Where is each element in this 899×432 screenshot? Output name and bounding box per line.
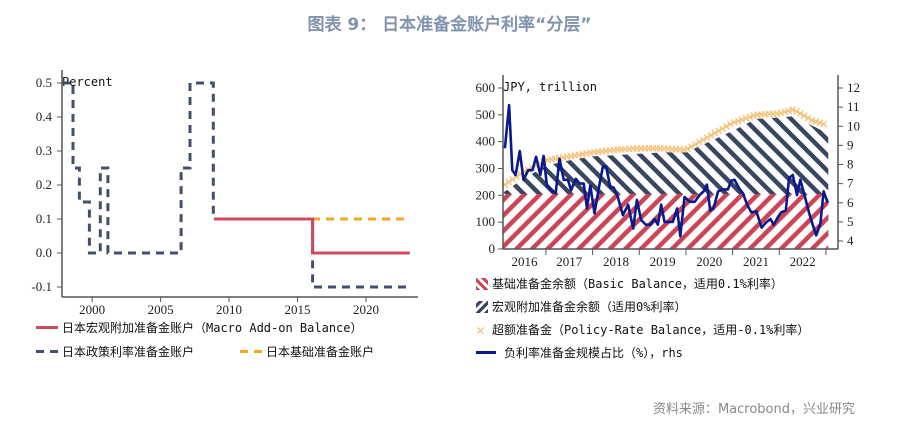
policy-rate-balance-marker	[699, 136, 707, 144]
policy-rate-balance-marker	[723, 122, 730, 130]
policy-rate-balance-marker	[711, 129, 719, 137]
legend-swatch-dashed-navy	[36, 350, 58, 353]
y-tick-label-right: 4	[847, 233, 854, 248]
x-tick-label: 2016	[511, 254, 538, 269]
policy-rate-balance-marker	[505, 178, 513, 186]
figure-title: 图表 9： 日本准备金账户利率“分层”	[307, 15, 592, 35]
legend-item-basic-balance: 基础准备金余额（Basic Balance，适用0.1%利率）	[476, 275, 783, 292]
y-tick-label-right: 11	[847, 99, 860, 114]
policy-rate-balance-marker	[781, 108, 789, 116]
legend-item-negative-share: 负利率准备金规模占比（%），rhs	[476, 344, 683, 361]
x-tick-label: 2018	[603, 254, 629, 269]
y-tick-label-right: 12	[847, 80, 860, 95]
y-tick-label-right: 7	[847, 176, 854, 191]
y-tick-label-left: 600	[476, 80, 496, 95]
legend-label: 宏观附加准备金余额（适用0%利率）	[492, 300, 687, 314]
y-axis-unit-label: Percent	[62, 75, 113, 89]
policy-rate-balance-marker	[707, 131, 715, 139]
legend-label: 日本政策利率准备金账户	[62, 345, 195, 359]
y-tick-label-right: 8	[847, 157, 854, 172]
negative-rate-share-line	[503, 103, 830, 238]
policy-rate-balance-marker	[777, 109, 785, 117]
legend-item-basic: 日本基础准备金账户	[240, 343, 374, 360]
y-tick-label: 0.0	[36, 245, 52, 260]
left-chart: 0.5 0.4 0.3 0.2 0.1 0.0 -0.1 2000 2005 2010 2015 20…	[31, 70, 418, 317]
y-tick-label-right: 6	[847, 195, 854, 210]
legend-label: 日本宏观附加准备金账户（Macro Add-on Balance）	[62, 321, 363, 335]
x-tick-label: 2019	[650, 254, 676, 269]
y-tick-label: -0.1	[31, 279, 52, 294]
policy-rate-balance-marker	[719, 125, 727, 133]
y-tick-label: 0.5	[36, 75, 52, 90]
legend-swatch-hatch-red	[476, 277, 488, 290]
y-tick-label-left: 400	[476, 134, 496, 149]
policy-rate-balance-marker	[808, 116, 816, 124]
policy-rate-balance-marker	[509, 175, 517, 183]
x-tick-label: 2010	[216, 302, 242, 317]
policy-rate-balance-marker	[715, 127, 723, 135]
policy-rate-balance-marker	[792, 107, 800, 115]
x-tick-label: 2005	[148, 302, 174, 317]
legend-label: 日本基础准备金账户	[266, 345, 375, 359]
legend-swatch-hatch-navy	[476, 300, 488, 313]
policy-rate-balance-marker	[812, 118, 820, 125]
series-line-1	[62, 81, 410, 289]
policy-rate-balance-marker	[816, 119, 824, 127]
legend-item-policy-rate: 日本政策利率准备金账户	[36, 343, 194, 360]
policy-rate-balance-line	[502, 108, 829, 187]
legend-label: 负利率准备金规模占比（%），rhs	[504, 346, 683, 360]
policy-rate-balance-marker	[688, 143, 695, 150]
x-tick-label: 2017	[556, 254, 583, 269]
series-line-0	[214, 217, 410, 255]
policy-rate-balance-marker	[789, 106, 797, 114]
x-tick-label: 2022	[790, 254, 816, 269]
policy-rate-balance-marker	[691, 140, 699, 148]
policy-rate-balance-marker	[684, 145, 692, 153]
legend-swatch-blue-line	[476, 351, 496, 354]
policy-rate-balance-marker	[746, 113, 754, 121]
y-tick-label-left: 200	[476, 187, 496, 202]
policy-rate-balance-marker	[703, 134, 711, 142]
y-tick-label: 0.3	[36, 143, 52, 158]
x-tick-label: 2021	[743, 254, 769, 269]
policy-rate-balance-marker	[785, 107, 793, 115]
policy-rate-balance-marker	[738, 116, 746, 124]
policy-rate-balance-marker	[734, 117, 742, 125]
policy-rate-balance-marker	[800, 112, 808, 120]
legend-label: 基础准备金余额（Basic Balance，适用0.1%利率）	[492, 277, 783, 291]
right-chart: 600 500 400 300 200 100 0 12 11 10 9 8 7 6 5 4 2016 2017 2…	[476, 75, 860, 269]
y-tick-label-left: 500	[476, 107, 496, 122]
policy-rate-balance-marker	[804, 114, 812, 122]
source-note: 资料来源：Macrobond，兴业研究	[652, 402, 855, 417]
legend-swatch-solid-red	[36, 326, 58, 329]
x-tick-label: 2020	[696, 254, 722, 269]
y-tick-label-left: 100	[476, 214, 496, 229]
y-tick-label: 0.4	[36, 109, 53, 124]
x-tick-label: 2000	[79, 302, 105, 317]
legend-item-macro-addon: 日本宏观附加准备金账户（Macro Add-on Balance）	[36, 319, 363, 336]
y-tick-label: 0.2	[36, 177, 52, 192]
y-tick-label-left: 300	[476, 161, 496, 176]
legend-label: 超额准备金（Policy-Rate Balance，适用-0.1%利率）	[492, 323, 810, 337]
legend-item-policy-rate-balance: ✕ 超额准备金（Policy-Rate Balance，适用-0.1%利率）	[476, 321, 809, 338]
x-tick-label: 2015	[285, 302, 311, 317]
policy-rate-balance-marker	[820, 120, 828, 128]
policy-rate-balance-marker	[730, 118, 738, 126]
policy-rate-balance-marker	[742, 114, 750, 122]
x-tick-label: 2020	[353, 302, 379, 317]
policy-rate-balance-marker	[726, 120, 734, 128]
y-tick-label-right: 9	[847, 137, 854, 152]
legend-swatch-dashed-orange	[240, 350, 262, 353]
y-tick-label-right: 5	[847, 214, 854, 229]
y-tick-label-right: 10	[847, 118, 860, 133]
legend-swatch-x-marker: ✕	[476, 320, 486, 339]
policy-rate-balance-marker	[695, 138, 703, 146]
legend-item-macro-balance: 宏观附加准备金余额（适用0%利率）	[476, 298, 686, 315]
policy-rate-balance-marker	[796, 110, 804, 117]
y-tick-label: 0.1	[36, 211, 52, 226]
y-tick-label-left: 0	[489, 241, 496, 256]
y-axis-unit-label: JPY, trillion	[503, 80, 597, 94]
